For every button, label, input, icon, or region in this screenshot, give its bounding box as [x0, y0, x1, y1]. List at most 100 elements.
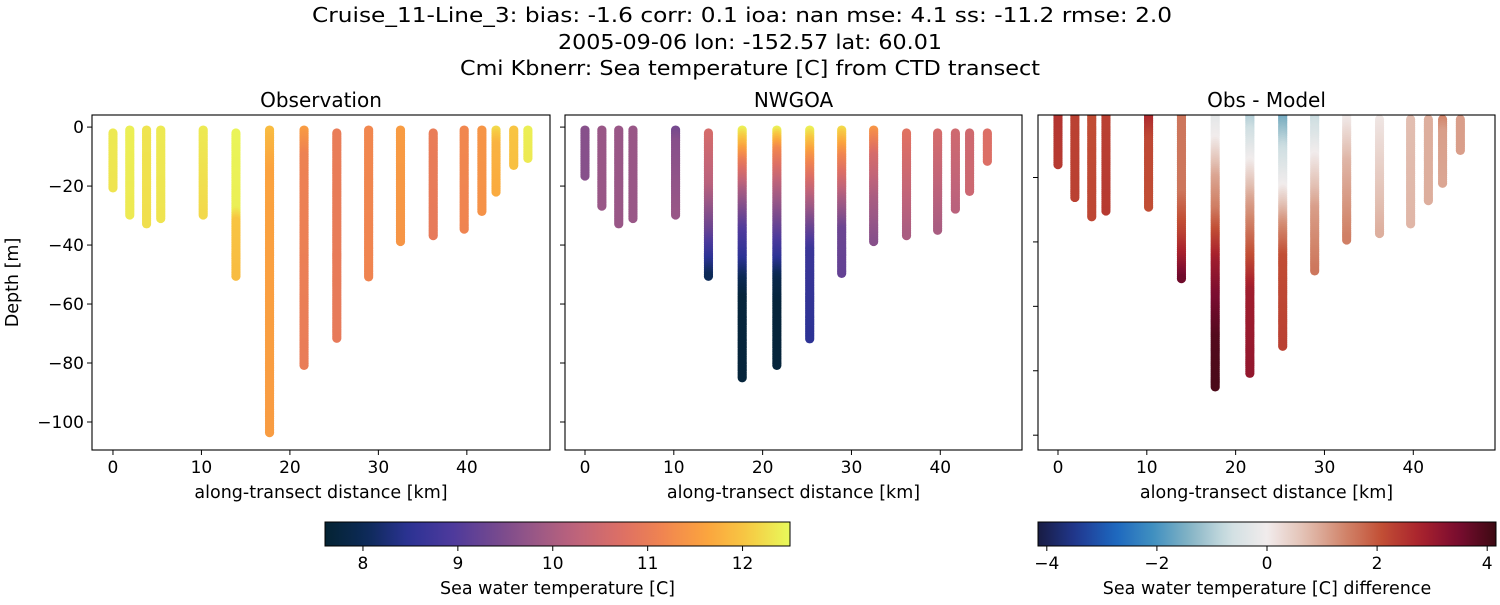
data-point	[264, 428, 275, 438]
profile-7	[737, 125, 747, 383]
axes-frame	[91, 114, 551, 451]
colorbar-tick-label: 12	[732, 554, 754, 574]
profile-6	[1176, 115, 1187, 284]
x-tick-label: 30	[368, 458, 390, 478]
data-point	[1342, 235, 1352, 245]
data-point	[1406, 219, 1416, 229]
profile-12	[1374, 115, 1385, 239]
data-point	[580, 171, 590, 181]
profile-16	[1455, 115, 1465, 156]
colorbar-tick-label: 4	[1482, 554, 1493, 574]
profile-3	[1087, 115, 1097, 222]
profile-3	[141, 125, 152, 229]
y-tick-label: 0	[73, 118, 84, 138]
panel-1: 0 10 20 30 40 0 −20 −40 −60 −80 −100 Observation alo…	[3, 88, 551, 503]
x-axis-label: along-transect distance [km]	[194, 483, 447, 503]
profile-4	[1101, 115, 1111, 216]
x-tick-label: 30	[1314, 458, 1336, 478]
profile-16	[509, 125, 519, 171]
profile-12	[428, 128, 438, 241]
profile-16	[982, 128, 992, 166]
suptitle-line-3: Cmi Kbnerr: Sea temperature [C] from CTD…	[460, 56, 1040, 80]
y-tick-label: −100	[37, 413, 84, 433]
data-point	[141, 219, 152, 229]
colorbar-gradient	[324, 521, 791, 547]
panel-3: 0 10 20 30 40 Obs - Model along-transect dista…	[1033, 88, 1496, 503]
profile-1	[1053, 115, 1063, 170]
data-point	[1053, 160, 1063, 170]
profile-9	[1278, 115, 1288, 351]
x-axis-label: along-transect distance [km]	[667, 483, 920, 503]
profile-14	[477, 125, 487, 217]
data-point	[1245, 368, 1255, 378]
x-tick-label: 0	[580, 458, 591, 478]
x-tick-label: 30	[841, 458, 863, 478]
x-tick-label: 10	[663, 458, 685, 478]
colorbar-tick-label: 10	[542, 554, 564, 574]
data-point	[950, 204, 960, 214]
profile-6	[231, 128, 241, 281]
colorbars: 8 9 10 11 12 Sea water temperature [C] −4 −2 0 2 4…	[324, 521, 1497, 599]
data-point	[395, 236, 406, 247]
data-point	[1143, 202, 1154, 212]
axes-frame	[564, 114, 1023, 451]
profile-17	[523, 125, 533, 163]
x-tick-label: 10	[1136, 458, 1158, 478]
data-point	[477, 206, 487, 217]
profile-2	[597, 125, 607, 211]
profile-5	[198, 125, 208, 220]
profiles	[580, 125, 992, 383]
data-point	[964, 186, 975, 196]
profile-7	[1210, 115, 1220, 392]
x-tick-label: 40	[1402, 458, 1424, 478]
data-point	[1374, 228, 1385, 239]
profiles	[108, 125, 533, 438]
colorbar-1: 8 9 10 11 12 Sea water temperature [C]	[324, 521, 791, 599]
data-point	[597, 201, 607, 211]
profile-1	[580, 125, 590, 181]
data-point	[428, 231, 438, 241]
profile-14	[950, 128, 960, 214]
colorbar-tick-label: 9	[452, 554, 463, 574]
x-tick-label: 20	[279, 458, 301, 478]
profile-15	[964, 128, 975, 196]
panels: 0 10 20 30 40 0 −20 −40 −60 −80 −100 Observation alo…	[3, 88, 1496, 503]
profile-13	[459, 125, 469, 234]
profile-10	[364, 125, 374, 282]
profile-8	[772, 125, 782, 370]
profile-15	[1437, 115, 1448, 188]
colorbar-tick-label: 11	[637, 554, 659, 574]
axes-frame	[1037, 114, 1496, 451]
data-point	[523, 153, 533, 163]
data-point	[703, 271, 714, 281]
profile-13	[933, 128, 943, 235]
data-point	[1437, 178, 1448, 188]
x-tick-label: 40	[456, 458, 478, 478]
panel-2: 0 10 20 30 40 NWGOA along-transect distance [k…	[560, 88, 1023, 503]
profile-3	[614, 125, 624, 229]
profile-6	[703, 128, 714, 281]
colorbar-tick-label: 8	[358, 554, 369, 574]
data-point	[805, 334, 815, 344]
profiles	[1053, 115, 1465, 392]
colorbar-label: Sea water temperature [C] difference	[1103, 579, 1431, 599]
profile-11	[395, 125, 406, 247]
colorbar-tick-label: −4	[1034, 554, 1059, 574]
colorbar-tick-label: −2	[1144, 554, 1169, 574]
colorbar-tick-label: 0	[1262, 554, 1273, 574]
profile-14	[1423, 115, 1433, 206]
profile-8	[1245, 115, 1255, 378]
data-point	[364, 272, 374, 282]
suptitle: Cruise_11-Line_3: bias: -1.6 corr: 0.1 i…	[312, 3, 1172, 80]
colorbar-label: Sea water temperature [C]	[440, 579, 675, 599]
profile-12	[901, 128, 912, 241]
data-point	[1423, 196, 1433, 206]
profile-11	[1342, 115, 1352, 245]
data-point	[156, 213, 166, 224]
data-point	[108, 183, 118, 193]
data-point	[837, 268, 847, 278]
data-point	[299, 360, 309, 370]
profile-5	[670, 125, 681, 220]
x-tick-label: 40	[929, 458, 951, 478]
data-point	[491, 187, 501, 197]
